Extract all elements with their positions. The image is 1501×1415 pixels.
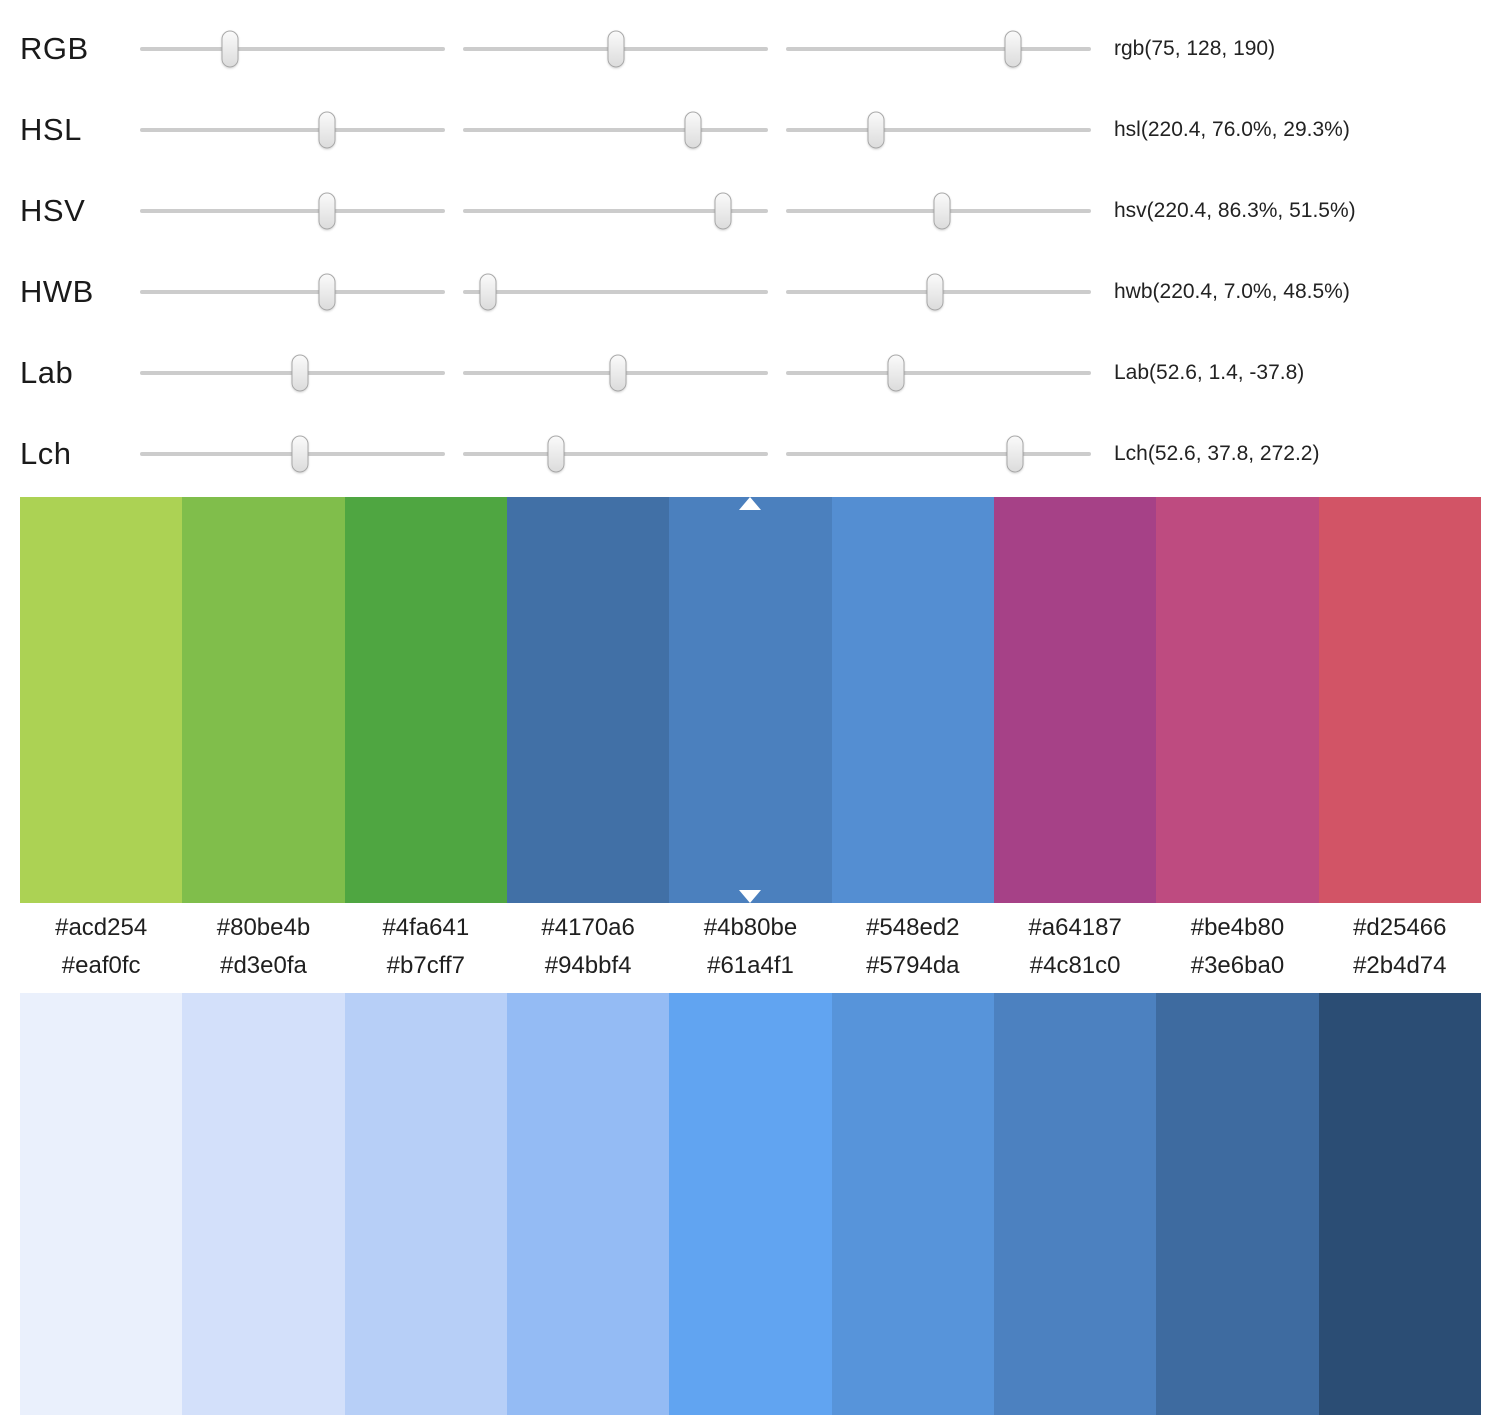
hex-label: #4b80be [703, 914, 798, 941]
rgb-value-text: rgb(75, 128, 190) [1114, 36, 1276, 60]
tint-swatch[interactable] [831, 993, 994, 1415]
slider-thumb[interactable] [867, 111, 885, 148]
tint-swatch[interactable] [344, 993, 507, 1415]
slider-thumb[interactable] [887, 354, 905, 391]
tint-hex-labels: #eaf0fc #d3e0fa #b7cff7 #94bbf4 #61a4f1 … [20, 949, 1481, 983]
hsl-channel-3-slider[interactable] [786, 110, 1091, 150]
hsl-value-text: hsl(220.4, 76.0%, 29.3%) [1114, 117, 1350, 141]
slider-thumb[interactable] [1006, 435, 1024, 472]
slider-row-hwb: HWB hwb(220.4, 7.0%, 48.5%) [20, 251, 1501, 332]
tint-swatch[interactable] [182, 993, 345, 1415]
hsv-channel-3-slider[interactable] [786, 191, 1091, 231]
slider-row-lab: Lab Lab(52.6, 1.4, -37.8) [20, 332, 1501, 413]
hsl-label: HSL [20, 111, 82, 147]
hex-label: #a64187 [1028, 914, 1122, 941]
lab-channel-3-slider[interactable] [786, 353, 1091, 393]
hwb-channel-1-slider[interactable] [140, 272, 445, 312]
hex-label: #61a4f1 [707, 952, 794, 979]
tint-swatch[interactable] [20, 993, 183, 1415]
slider-thumb[interactable] [933, 192, 951, 229]
slider-thumb[interactable] [318, 192, 336, 229]
hex-label: #2b4d74 [1353, 952, 1447, 979]
hex-label: #4170a6 [541, 914, 635, 941]
hex-label: #3e6ba0 [1190, 952, 1285, 979]
hwb-channel-3-slider[interactable] [786, 272, 1091, 312]
slider-thumb[interactable] [221, 30, 239, 67]
slider-thumb[interactable] [926, 273, 944, 310]
hue-hex-labels: #acd254 #80be4b #4fa641 #4170a6 #4b80be … [20, 911, 1481, 945]
tint-swatch[interactable] [1318, 993, 1481, 1415]
rgb-channel-1-slider[interactable] [140, 29, 445, 69]
hex-label: #d25466 [1353, 914, 1447, 941]
lab-label: Lab [20, 354, 74, 390]
lab-channel-2-slider[interactable] [463, 353, 768, 393]
rgb-channel-2-slider[interactable] [463, 29, 768, 69]
slider-thumb[interactable] [318, 111, 336, 148]
lab-value-text: Lab(52.6, 1.4, -37.8) [1114, 360, 1305, 384]
hex-label: #b7cff7 [386, 952, 465, 979]
hsv-value-text: hsv(220.4, 86.3%, 51.5%) [1114, 198, 1356, 222]
slider-thumb[interactable] [479, 273, 497, 310]
hue-swatch[interactable] [344, 497, 507, 903]
lab-channel-1-slider[interactable] [140, 353, 445, 393]
tint-swatch[interactable] [506, 993, 670, 1415]
hue-swatch[interactable] [20, 497, 183, 903]
hsv-label: HSV [20, 192, 86, 228]
slider-thumb[interactable] [547, 435, 565, 472]
hsl-channel-1-slider[interactable] [140, 110, 445, 150]
hue-swatch-selected[interactable] [669, 497, 832, 903]
hsl-channel-2-slider[interactable] [463, 110, 768, 150]
slider-thumb[interactable] [318, 273, 336, 310]
tint-palette-strip [20, 993, 1481, 1415]
slider-thumb[interactable] [607, 30, 625, 67]
rgb-label: RGB [20, 30, 89, 66]
hue-swatch[interactable] [1156, 497, 1319, 903]
slider-thumb[interactable] [609, 354, 627, 391]
hue-swatch[interactable] [1318, 497, 1481, 903]
hue-swatch[interactable] [831, 497, 994, 903]
slider-thumb[interactable] [291, 354, 309, 391]
lch-channel-1-slider[interactable] [140, 434, 445, 474]
slider-row-hsl: HSL hsl(220.4, 76.0%, 29.3%) [20, 89, 1501, 170]
hex-label: #acd254 [55, 914, 148, 941]
color-model-sliders: RGB rgb(75, 128, 190) HSL hsl(220 [0, 0, 1501, 494]
hsv-channel-2-slider[interactable] [463, 191, 768, 231]
hex-label: #d3e0fa [220, 952, 307, 979]
hue-palette-strip [20, 497, 1481, 903]
lch-value-text: Lch(52.6, 37.8, 272.2) [1114, 441, 1320, 465]
hex-label: #94bbf4 [544, 952, 632, 979]
slider-row-lch: Lch Lch(52.6, 37.8, 272.2) [20, 413, 1501, 494]
lch-channel-2-slider[interactable] [463, 434, 768, 474]
hex-label: #be4b80 [1190, 914, 1285, 941]
tint-swatch[interactable] [669, 993, 832, 1415]
slider-thumb[interactable] [1004, 30, 1022, 67]
hue-swatch[interactable] [182, 497, 345, 903]
hex-label: #4c81c0 [1029, 952, 1121, 979]
slider-thumb[interactable] [684, 111, 702, 148]
hwb-channel-2-slider[interactable] [463, 272, 768, 312]
hex-label: #5794da [866, 952, 960, 979]
slider-thumb[interactable] [714, 192, 732, 229]
hex-label: #4fa641 [382, 914, 470, 941]
slider-row-rgb: RGB rgb(75, 128, 190) [20, 8, 1501, 89]
slider-row-hsv: HSV hsv(220.4, 86.3%, 51.5%) [20, 170, 1501, 251]
hsv-channel-1-slider[interactable] [140, 191, 445, 231]
slider-thumb[interactable] [291, 435, 309, 472]
lch-label: Lch [20, 435, 72, 471]
hwb-label: HWB [20, 273, 94, 309]
hex-label: #eaf0fc [61, 952, 141, 979]
hex-label: #548ed2 [866, 914, 960, 941]
hwb-value-text: hwb(220.4, 7.0%, 48.5%) [1114, 279, 1350, 303]
hue-swatch[interactable] [506, 497, 670, 903]
hue-swatch[interactable] [993, 497, 1157, 903]
lch-channel-3-slider[interactable] [786, 434, 1091, 474]
rgb-channel-3-slider[interactable] [786, 29, 1091, 69]
hex-label: #80be4b [216, 914, 311, 941]
tint-swatch[interactable] [993, 993, 1157, 1415]
tint-swatch[interactable] [1156, 993, 1319, 1415]
